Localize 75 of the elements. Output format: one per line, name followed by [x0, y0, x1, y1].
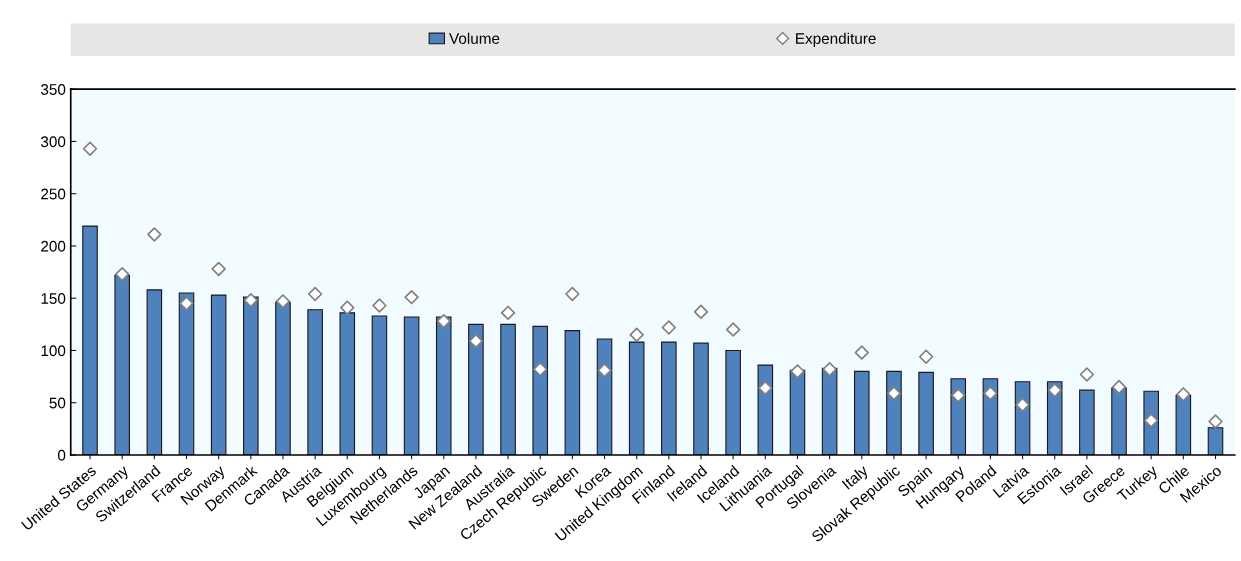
bar [1079, 389, 1095, 455]
y-tick-label: 0 [57, 449, 66, 461]
y-tick-label: 350 [40, 84, 66, 95]
bar [725, 349, 741, 455]
point [886, 386, 902, 401]
point [533, 362, 548, 377]
point [500, 305, 516, 321]
bar [371, 315, 388, 455]
point [436, 314, 451, 329]
y-tick-label: 100 [41, 345, 66, 357]
bar [275, 301, 291, 455]
point [114, 266, 130, 282]
point [1047, 382, 1062, 398]
point [275, 294, 291, 309]
bar [114, 274, 130, 455]
y-tick-label: 200 [41, 240, 66, 252]
point [951, 388, 966, 403]
y-tick-label: 250 [41, 188, 66, 200]
point [179, 296, 194, 311]
bar [1111, 387, 1127, 455]
point [822, 362, 837, 377]
bar [564, 330, 581, 455]
point [854, 345, 869, 360]
point [147, 227, 162, 242]
bar [243, 296, 259, 455]
y-tick-label: 150 [41, 293, 66, 304]
bar [435, 316, 452, 455]
y-tick-label: 50 [49, 397, 66, 409]
y-tick-label: 300 [40, 136, 66, 148]
point [597, 363, 612, 378]
bar [178, 292, 195, 455]
bar [339, 312, 356, 455]
bar [1175, 394, 1192, 455]
bar [532, 325, 549, 455]
point [918, 349, 934, 364]
point [629, 327, 644, 342]
bar [210, 294, 227, 455]
point [1176, 387, 1191, 402]
point [82, 141, 98, 156]
point [1015, 397, 1030, 413]
bar [596, 338, 613, 455]
bar [307, 309, 323, 455]
bar [821, 367, 838, 455]
point [340, 300, 355, 315]
point [1079, 367, 1095, 382]
legend-label: Expenditure [796, 32, 876, 47]
point [693, 304, 709, 319]
point [790, 364, 805, 379]
point [404, 289, 419, 305]
bar [853, 370, 870, 455]
point [1143, 413, 1159, 428]
bar [693, 342, 709, 455]
point [758, 380, 773, 396]
bar [661, 341, 677, 455]
point [1111, 379, 1127, 395]
point [243, 293, 259, 308]
point [307, 286, 323, 302]
point [983, 386, 998, 401]
legend-label: Volume [449, 32, 500, 44]
bar [468, 323, 484, 455]
bar [82, 225, 98, 455]
bar [628, 341, 645, 455]
bar [403, 316, 420, 455]
point [661, 320, 677, 335]
bar [918, 371, 934, 455]
point [468, 333, 484, 349]
bar [146, 289, 163, 455]
point [211, 261, 226, 277]
point [372, 298, 387, 313]
bar [500, 323, 516, 455]
bar [1207, 427, 1224, 455]
point [565, 286, 580, 302]
point [1208, 414, 1223, 429]
point [725, 322, 741, 337]
bar [757, 364, 774, 455]
